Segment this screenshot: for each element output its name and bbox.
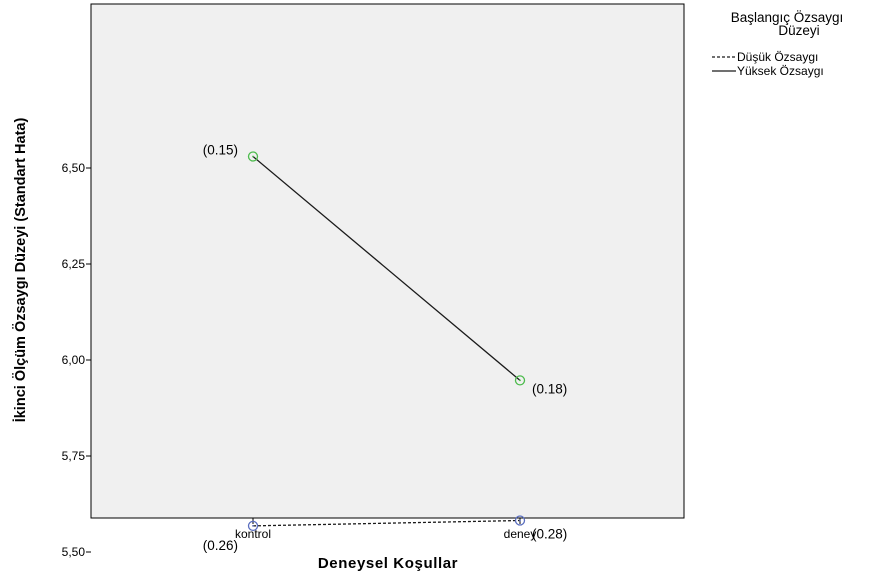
- data-point-center: [252, 524, 254, 527]
- legend-title-line-1: Başlangıç Özsaygı: [731, 10, 844, 25]
- x-tick-label: deney: [504, 527, 537, 541]
- y-tick-label: 6,00: [62, 353, 86, 367]
- x-axis-title: Deneysel Koşullar: [318, 555, 458, 572]
- plot-area: [90, 3, 685, 519]
- data-point: [514, 515, 526, 526]
- legend-title-line-2: Düzeyi: [778, 23, 819, 38]
- data-point: [514, 375, 526, 386]
- y-axis: 5,50 5,75 6,00 6,25 6,50: [62, 161, 91, 559]
- series-layer: [247, 151, 526, 532]
- data-point: [247, 151, 259, 162]
- series-line-yuksek: [252, 155, 521, 381]
- legend-label-yuksek: Yüksek Özsaygı: [737, 64, 824, 78]
- data-point: [247, 520, 259, 532]
- data-label: (0.28): [532, 527, 567, 542]
- data-point-center: [252, 155, 254, 158]
- data-label: (0.18): [532, 381, 567, 396]
- legend-label-dusuk: Düşük Özsaygı: [737, 50, 818, 64]
- data-point-center: [519, 379, 521, 382]
- data-point-center: [519, 519, 521, 522]
- y-tick-label: 5,50: [62, 545, 86, 559]
- y-tick-label: 5,75: [62, 449, 86, 463]
- x-tick-label: kontrol: [235, 527, 271, 541]
- x-axis: kontrol deney: [235, 518, 536, 541]
- y-axis-title: İkinci Ölçüm Özsaygı Düzeyi (Standart Ha…: [12, 118, 29, 423]
- data-labels: (0.26) (0.28) (0.15) (0.18): [203, 142, 568, 552]
- legend: Başlangıç Özsaygı Düzeyi Düşük Özsaygı Y…: [712, 10, 843, 78]
- y-tick-label: 6,25: [62, 257, 86, 271]
- y-tick-label: 6,50: [62, 161, 86, 175]
- series-line-dusuk: [252, 519, 521, 527]
- data-label: (0.26): [203, 538, 238, 553]
- data-label: (0.15): [203, 142, 238, 157]
